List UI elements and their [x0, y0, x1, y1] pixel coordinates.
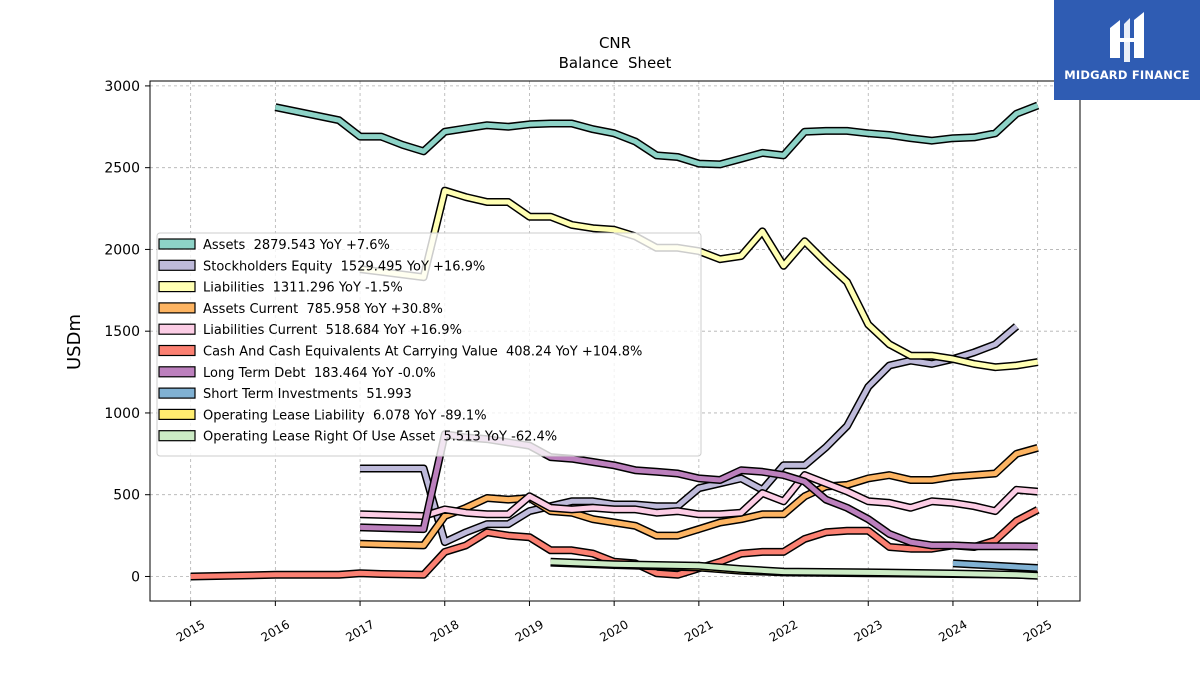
y-tick-label: 2500 [104, 161, 140, 177]
legend-swatch [158, 281, 196, 293]
midgard-logo-icon [1110, 12, 1144, 62]
x-tick-label: 2025 [1021, 617, 1054, 644]
y-tick-label: 3000 [104, 79, 140, 95]
legend: Assets 2879.543 YoY +7.6% Stockholders Eq… [156, 232, 702, 457]
legend-entry: Assets 2879.543 YoY +7.6% [203, 238, 390, 253]
chart-subtitle: Balance Sheet [559, 54, 672, 72]
legend-swatch [158, 323, 196, 335]
legend-box [156, 232, 702, 457]
legend-swatch [158, 387, 196, 399]
legend-entry: Operating Lease Liability 6.078 YoY -89.… [203, 408, 487, 423]
legend-entry: Cash And Cash Equivalents At Carrying Va… [203, 345, 642, 360]
y-axis-label: USDm [64, 314, 85, 370]
legend-entry: Long Term Debt 183.464 YoY -0.0% [203, 366, 436, 381]
x-tick-label: 2020 [597, 617, 630, 644]
legend-swatch [158, 430, 196, 442]
series-line [550, 559, 1038, 579]
legend-swatch [158, 344, 196, 357]
x-tick-label: 2021 [682, 617, 715, 644]
series-line [360, 472, 1038, 519]
y-tick-label: 2000 [104, 242, 140, 258]
y-axis-ticks: 0 500 1000 1500 2000 2500 3000 [104, 79, 150, 585]
x-tick-label: 2017 [343, 617, 376, 644]
y-tick-label: 1500 [104, 324, 140, 340]
series-line [359, 188, 1039, 370]
series-line [274, 103, 1039, 167]
x-tick-label: 2018 [428, 617, 461, 644]
series-assets [274, 101, 1040, 169]
series-line [952, 560, 1038, 571]
x-tick-label: 2016 [259, 617, 292, 644]
legend-entry: Assets Current 785.958 YoY +30.8% [203, 302, 443, 317]
legend-entry: Operating Lease Right Of Use Asset 5.513… [203, 430, 557, 445]
x-tick-label: 2022 [767, 617, 800, 644]
y-tick-label: 500 [113, 488, 140, 504]
x-tick-label: 2019 [513, 617, 546, 644]
series-line [190, 507, 1039, 579]
legend-swatch [158, 259, 196, 271]
x-axis-ticks: 2015 2016 2017 2018 2019 2020 2021 2022 2023 2024… [174, 601, 1054, 645]
series-line [360, 324, 1019, 545]
y-tick-label: 0 [131, 569, 140, 585]
series-cash-and-cash-equivalents-at-carrying-value [190, 506, 1040, 581]
series-liabilities [359, 186, 1039, 372]
brand-name: MIDGARD FINANCE [1064, 68, 1190, 82]
series-assets-current [359, 444, 1039, 550]
series-operating-lease-right-of-use-asset [550, 557, 1038, 580]
plot-frame [149, 80, 1081, 602]
x-tick-label: 2024 [936, 617, 969, 644]
legend-swatch [158, 238, 196, 250]
series-stockholders-equity [360, 323, 1020, 547]
legend-swatch [158, 366, 196, 378]
legend-entry: Liabilities 1311.296 YoY -1.5% [203, 281, 403, 296]
legend-entry: Liabilities Current 518.684 YoY +16.9% [203, 323, 462, 338]
x-tick-label: 2015 [174, 617, 207, 644]
midgard-finance-logo: MIDGARD FINANCE [1054, 0, 1200, 100]
series-liabilities-current [359, 471, 1039, 520]
legend-swatch [158, 408, 196, 420]
series-short-term-investments [952, 559, 1038, 572]
x-tick-label: 2023 [852, 617, 885, 644]
legend-entry: Stockholders Equity 1529.495 YoY +16.9% [203, 259, 485, 274]
legend-swatch [158, 302, 196, 314]
chart-title: CNR [599, 34, 631, 52]
legend-entry: Short Term Investments 51.993 [203, 387, 412, 402]
y-tick-label: 1000 [104, 406, 140, 422]
series-line [360, 445, 1039, 548]
